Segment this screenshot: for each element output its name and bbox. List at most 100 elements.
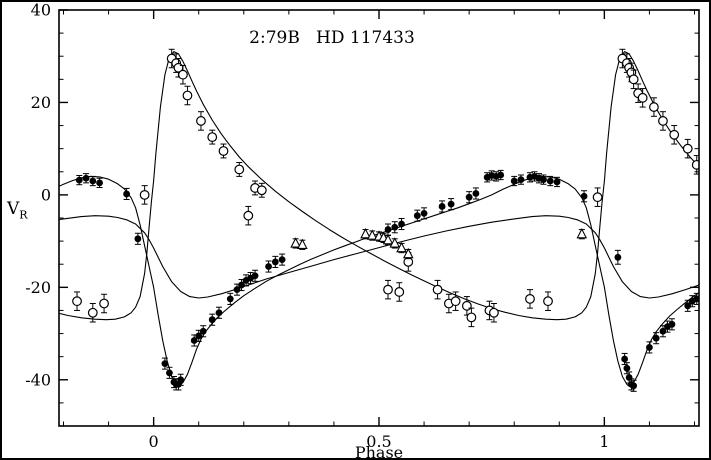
third-body-model-curve bbox=[59, 215, 699, 299]
open-circle-marker bbox=[139, 189, 150, 200]
open-circle-marker bbox=[432, 284, 443, 295]
open-circle-marker bbox=[234, 164, 245, 175]
filled-circle-marker bbox=[497, 171, 505, 179]
filled-circle-marker bbox=[438, 203, 446, 210]
filled-circle-marker bbox=[251, 272, 259, 280]
open-triangle-marker bbox=[382, 233, 394, 245]
filled-circle-marker bbox=[614, 253, 622, 261]
open-circle-marker bbox=[394, 287, 405, 297]
filled-circle-marker bbox=[693, 295, 699, 303]
filled-circle-marker bbox=[580, 192, 588, 200]
filled-circle-marker bbox=[684, 302, 692, 310]
y-tick-label: 20 bbox=[31, 93, 51, 112]
open-triangle-marker bbox=[297, 238, 308, 249]
open-triangle-marker bbox=[360, 227, 371, 239]
chart-title: 2:79B HD 117433 bbox=[249, 28, 415, 48]
open-circle-marker bbox=[218, 146, 229, 156]
open-triangle-marker bbox=[402, 247, 414, 259]
filled-circle-marker bbox=[465, 193, 473, 201]
filled-circle-marker bbox=[199, 327, 207, 335]
y-tick-label: -20 bbox=[25, 278, 51, 297]
open-circle-marker bbox=[243, 210, 254, 221]
filled-circle-marker bbox=[384, 226, 392, 233]
open-circle-marker bbox=[543, 296, 553, 307]
filled-circle-marker bbox=[391, 223, 399, 231]
open-circle-marker bbox=[450, 296, 461, 307]
open-circle-marker bbox=[682, 143, 693, 154]
open-triangle-marker bbox=[576, 227, 588, 239]
secondary-model-curve bbox=[59, 51, 699, 321]
filled-circle-marker bbox=[215, 309, 223, 317]
open-circle-marker bbox=[691, 159, 699, 170]
filled-circle-marker bbox=[177, 376, 185, 384]
open-circle-marker bbox=[256, 185, 267, 196]
open-triangle-marker bbox=[290, 237, 301, 248]
filled-circle-marker bbox=[195, 332, 203, 340]
filled-circle-marker bbox=[123, 190, 131, 198]
filled-circle-marker bbox=[190, 337, 198, 344]
filled-circle-marker bbox=[517, 176, 525, 184]
filled-circle-marker bbox=[161, 360, 169, 367]
open-triangle-marker bbox=[366, 229, 378, 240]
third-body-open-triangles bbox=[290, 227, 588, 260]
filled-circle-marker bbox=[659, 327, 667, 335]
filled-circle-marker bbox=[166, 369, 173, 377]
y-axis-label-sub: R bbox=[19, 208, 28, 222]
filled-circle-marker bbox=[420, 209, 428, 217]
filled-circle-marker bbox=[238, 281, 245, 289]
x-tick-label: 0.5 bbox=[366, 432, 391, 451]
x-tick-label: 1 bbox=[599, 432, 609, 451]
open-circle-marker bbox=[592, 192, 603, 203]
filled-circle-marker bbox=[540, 176, 547, 184]
filled-circle-marker bbox=[668, 320, 676, 328]
filled-circle-marker bbox=[233, 286, 241, 294]
open-triangle-marker bbox=[389, 237, 401, 248]
primary-model-curve bbox=[59, 175, 699, 387]
filled-circle-marker bbox=[208, 316, 216, 324]
filled-circle-marker bbox=[472, 190, 480, 197]
filled-circle-marker bbox=[398, 220, 405, 228]
open-circle-marker bbox=[196, 116, 206, 126]
secondary-open-circles bbox=[72, 48, 699, 328]
filled-circle-marker bbox=[646, 344, 653, 351]
plot-area bbox=[59, 48, 699, 392]
open-circle-marker bbox=[669, 129, 680, 140]
open-circle-marker bbox=[207, 132, 218, 143]
open-circle-marker bbox=[383, 284, 393, 295]
x-axis-label: Phase bbox=[354, 443, 404, 460]
open-circle-marker bbox=[658, 116, 668, 126]
open-circle-marker bbox=[461, 300, 472, 311]
x-tick-label: 0 bbox=[149, 432, 159, 451]
filled-circle-marker bbox=[134, 235, 142, 243]
filled-circle-marker bbox=[447, 200, 455, 208]
filled-circle-marker bbox=[546, 177, 554, 185]
y-tick-label: -40 bbox=[25, 370, 51, 389]
open-circle-marker bbox=[466, 312, 477, 323]
filled-circle-marker bbox=[623, 364, 631, 372]
open-circle-marker bbox=[182, 90, 193, 101]
filled-circle-marker bbox=[510, 177, 518, 185]
filled-circle-marker bbox=[226, 295, 234, 303]
primary-filled-circles bbox=[75, 169, 699, 392]
filled-circle-marker bbox=[82, 174, 90, 182]
open-circle-marker bbox=[649, 102, 659, 112]
filled-circle-marker bbox=[265, 263, 272, 270]
y-tick-label: 0 bbox=[41, 185, 51, 204]
filled-circle-marker bbox=[652, 334, 660, 342]
filled-circle-marker bbox=[89, 177, 97, 185]
y-axis-label-main: V bbox=[7, 199, 20, 219]
filled-circle-marker bbox=[278, 256, 286, 263]
open-circle-marker bbox=[637, 92, 648, 103]
plot-frame bbox=[58, 9, 700, 427]
open-circle-marker bbox=[489, 307, 499, 318]
open-circle-marker bbox=[87, 307, 98, 318]
open-circle-marker bbox=[72, 296, 82, 307]
filled-circle-marker bbox=[271, 258, 279, 266]
open-triangle-marker bbox=[396, 241, 407, 253]
filled-circle-marker bbox=[630, 382, 638, 390]
open-circle-marker bbox=[99, 298, 109, 309]
y-tick-label: 40 bbox=[31, 2, 51, 20]
filled-circle-marker bbox=[553, 178, 561, 186]
